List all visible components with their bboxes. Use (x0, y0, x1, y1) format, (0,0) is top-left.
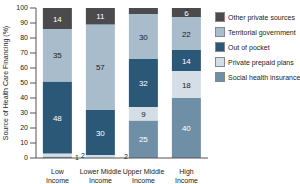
svg-text:25: 25 (139, 135, 148, 144)
html-text:Other private sources: Other private sources (228, 13, 295, 21)
svg-text:60: 60 (20, 64, 28, 71)
svg-text:35: 35 (53, 51, 62, 60)
svg-text:1: 1 (75, 154, 79, 161)
svg-text:32: 32 (139, 79, 148, 88)
svg-text:Lower MiddleIncome: Lower MiddleIncome (80, 168, 122, 184)
svg-text:80: 80 (20, 34, 28, 41)
svg-text:9: 9 (141, 110, 146, 119)
svg-text:11: 11 (96, 12, 105, 21)
svg-text:30: 30 (139, 33, 148, 42)
html-text:Social health insurance: Social health insurance (228, 73, 300, 81)
svg-text:40: 40 (20, 94, 28, 101)
svg-text:Upper MiddleIncome: Upper MiddleIncome (123, 168, 165, 184)
svg-text:22: 22 (182, 30, 191, 39)
svg-text:20: 20 (20, 124, 28, 131)
html-text:Out of pocket: Out of pocket (228, 43, 270, 51)
svg-text:100: 100 (16, 4, 28, 11)
svg-text:90: 90 (20, 19, 28, 26)
svg-text:40: 40 (182, 124, 191, 133)
svg-text:30: 30 (96, 129, 105, 138)
svg-text:48: 48 (53, 114, 62, 123)
svg-text:57: 57 (96, 63, 105, 72)
svg-text:Source of Health Care Financin: Source of Health Care Financing (%) (8, 26, 10, 140)
svg-text:6: 6 (184, 9, 189, 18)
svg-text:70: 70 (20, 49, 28, 56)
svg-text:50: 50 (20, 79, 28, 86)
svg-text:30: 30 (20, 109, 28, 116)
svg-text:14: 14 (182, 57, 191, 66)
svg-text:HighIncome: HighIncome (175, 168, 198, 184)
svg-text:2: 2 (124, 153, 128, 160)
svg-text:18: 18 (182, 81, 191, 90)
html-text:Territorial government: Territorial government (228, 28, 296, 36)
html-text:Private prepaid plans: Private prepaid plans (228, 58, 294, 66)
svg-text:0: 0 (24, 154, 28, 161)
svg-text:2: 2 (81, 152, 85, 159)
svg-text:14: 14 (53, 15, 62, 24)
svg-text:LowIncome: LowIncome (46, 168, 69, 184)
svg-text:10: 10 (20, 139, 28, 146)
